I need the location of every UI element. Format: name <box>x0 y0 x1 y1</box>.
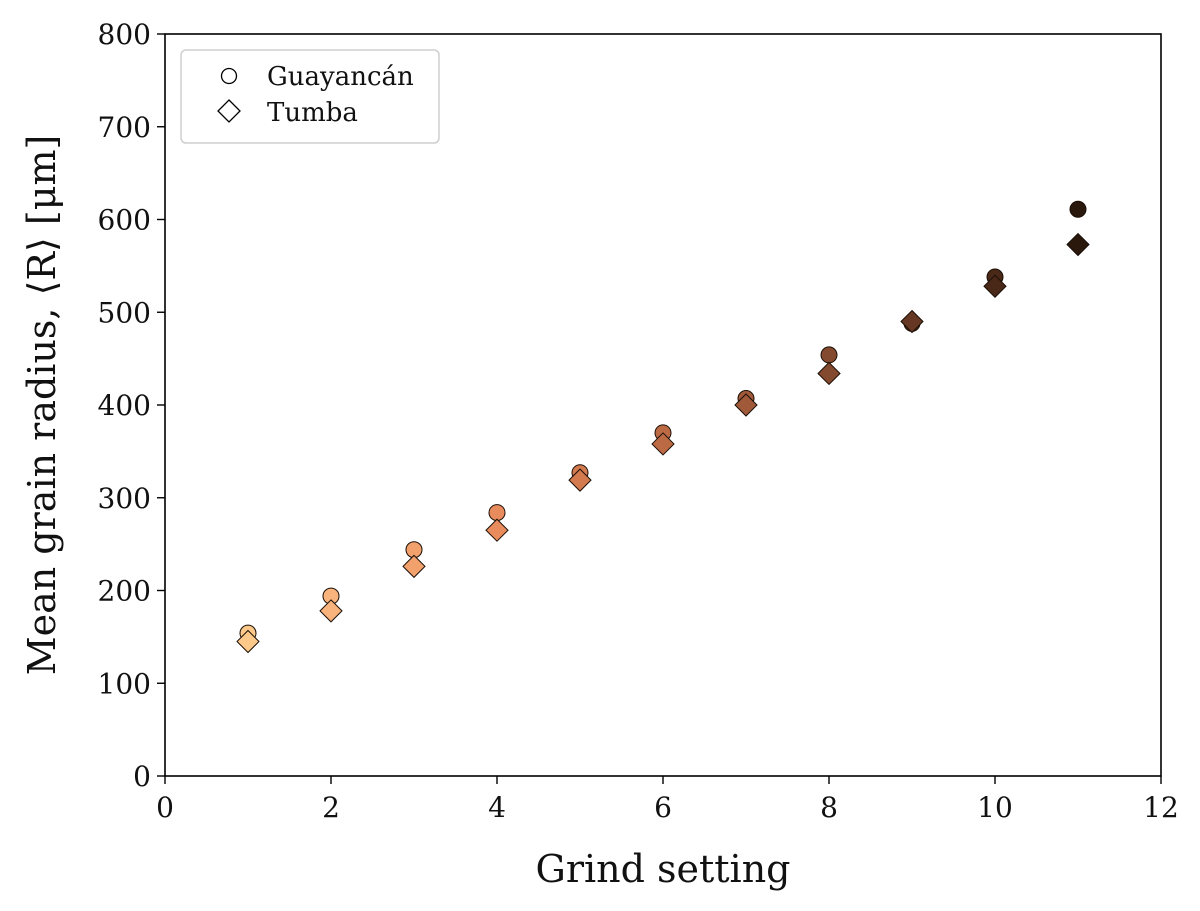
point-tumba <box>402 554 426 579</box>
y-tick-label: 800 <box>98 18 151 51</box>
x-tick-label: 6 <box>654 791 672 824</box>
y-axis-ticks: 0 100 200 300 400 500 600 700 800 <box>98 18 165 793</box>
point-guayancan <box>488 504 506 522</box>
point-tumba <box>568 468 592 492</box>
series-tumba <box>236 232 1090 654</box>
y-tick-label: 200 <box>98 575 151 608</box>
y-tick-label: 300 <box>98 482 151 515</box>
y-tick-label: 400 <box>98 389 151 422</box>
x-tick-label: 2 <box>322 791 340 824</box>
x-tick-label: 12 <box>1143 791 1179 824</box>
point-tumba <box>1066 232 1090 257</box>
y-tick-label: 0 <box>133 760 151 793</box>
point-tumba <box>236 629 260 654</box>
point-guayancan <box>820 346 838 364</box>
point-tumba <box>319 599 343 623</box>
plot-frame <box>164 33 1162 777</box>
y-tick-label: 100 <box>98 667 151 700</box>
series-guayancan <box>239 200 1087 642</box>
y-tick-label: 700 <box>98 111 151 144</box>
point-tumba <box>900 309 924 334</box>
y-tick-label: 500 <box>98 296 151 329</box>
x-axis-ticks: 0 2 4 6 8 10 12 <box>156 776 1179 824</box>
legend-label-guayancan: Guayancán <box>267 62 414 92</box>
x-tick-label: 8 <box>820 791 838 824</box>
point-tumba <box>485 518 509 542</box>
x-tick-label: 4 <box>488 791 506 824</box>
x-axis-label: Grind setting <box>535 847 790 891</box>
y-tick-label: 600 <box>98 204 151 237</box>
legend: Guayancán Tumba <box>180 49 440 144</box>
point-tumba <box>983 274 1007 298</box>
y-axis-label: Mean grain radius, ⟨R⟩ [μm] <box>20 135 64 676</box>
point-tumba <box>651 432 675 456</box>
legend-circle-marker <box>220 67 238 85</box>
x-tick-label: 0 <box>156 791 174 824</box>
data-points <box>236 200 1090 654</box>
legend-label-tumba: Tumba <box>267 98 358 128</box>
point-tumba <box>817 361 841 386</box>
point-tumba <box>734 393 758 417</box>
x-tick-label: 10 <box>977 791 1013 824</box>
point-guayancan <box>1069 200 1087 218</box>
legend-box <box>180 49 440 144</box>
legend-diamond-marker <box>217 99 241 123</box>
